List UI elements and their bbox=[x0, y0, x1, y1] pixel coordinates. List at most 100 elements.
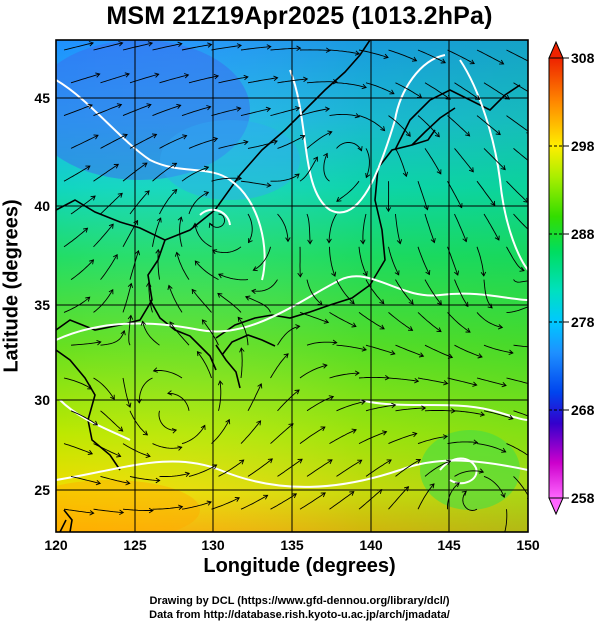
streamline-arrowhead bbox=[96, 339, 102, 346]
streamline-arrowhead bbox=[500, 165, 506, 171]
streamline bbox=[202, 319, 219, 346]
streamline bbox=[299, 364, 328, 379]
streamline bbox=[424, 410, 456, 412]
x-axis: 120 125 130 135 140 145 150 bbox=[44, 537, 540, 553]
colorbar-tick-label: 258 bbox=[571, 490, 595, 506]
streamline bbox=[424, 148, 442, 175]
streamline-arrowhead bbox=[365, 172, 371, 179]
streamline-arrowhead bbox=[248, 238, 253, 244]
streamline bbox=[181, 106, 211, 117]
streamline-arrowhead bbox=[320, 426, 326, 432]
streamline-arrowhead bbox=[295, 324, 301, 330]
streamline-arrowhead bbox=[504, 94, 511, 100]
streamline bbox=[506, 246, 525, 272]
streamline-arrowhead bbox=[402, 171, 409, 178]
streamline-arrowhead bbox=[323, 152, 328, 159]
streamline-arrowhead bbox=[414, 378, 420, 384]
streamline-arrowhead bbox=[122, 133, 128, 139]
streamline bbox=[447, 49, 475, 65]
streamline bbox=[504, 509, 508, 532]
streamline bbox=[336, 142, 362, 151]
streamline bbox=[358, 376, 390, 379]
streamline-arrowhead bbox=[93, 134, 99, 140]
streamline bbox=[417, 49, 446, 64]
streamline-arrowhead bbox=[473, 439, 479, 445]
streamline bbox=[181, 166, 209, 182]
streamline bbox=[336, 82, 367, 88]
streamline-arrowhead bbox=[147, 41, 154, 47]
streamline-arrowhead bbox=[291, 493, 298, 499]
streamline bbox=[362, 213, 367, 244]
streamline bbox=[63, 227, 88, 248]
streamline-arrowhead bbox=[172, 162, 178, 168]
x-axis-title: Longitude (degrees) bbox=[203, 555, 396, 577]
streamline-arrowhead bbox=[332, 79, 338, 85]
streamline-arrowhead bbox=[236, 43, 242, 49]
streamline bbox=[447, 312, 471, 333]
streamline-arrowhead bbox=[283, 353, 289, 359]
streamline bbox=[270, 353, 289, 379]
streamline bbox=[454, 82, 480, 100]
streamline bbox=[476, 443, 506, 453]
streamline bbox=[483, 410, 514, 420]
y-tick-label: 25 bbox=[34, 482, 50, 498]
streamline bbox=[128, 315, 132, 346]
x-tick-label: 145 bbox=[437, 537, 461, 553]
streamline bbox=[240, 180, 271, 186]
streamline bbox=[245, 296, 271, 313]
streamline bbox=[100, 330, 125, 346]
streamline bbox=[93, 289, 114, 313]
streamline bbox=[63, 296, 90, 313]
streamline-arrowhead bbox=[332, 339, 338, 346]
streamline-arrowhead bbox=[125, 480, 131, 486]
streamline bbox=[194, 260, 219, 280]
streamline-arrowhead bbox=[217, 292, 223, 298]
grid-lines bbox=[56, 40, 528, 532]
wind-streamlines bbox=[63, 41, 528, 532]
streamline bbox=[122, 104, 152, 117]
streamline bbox=[152, 217, 162, 247]
streamline-arrowhead bbox=[418, 352, 425, 358]
streamline bbox=[63, 165, 91, 182]
streamline bbox=[306, 213, 311, 244]
streamline-arrowhead bbox=[174, 251, 181, 257]
y-tick-label: 35 bbox=[34, 297, 50, 313]
streamline-arrowhead bbox=[194, 260, 200, 266]
streamline-arrowhead bbox=[200, 424, 206, 430]
streamline-arrowhead bbox=[500, 492, 506, 499]
streamline-arrowhead bbox=[213, 73, 220, 80]
streamline bbox=[483, 344, 513, 354]
streamline bbox=[329, 429, 357, 444]
streamline-arrowhead bbox=[323, 318, 330, 324]
streamline-arrowhead bbox=[454, 482, 461, 488]
streamline-arrowhead bbox=[327, 459, 333, 465]
streamline-arrowhead bbox=[142, 430, 149, 436]
streamline bbox=[417, 312, 442, 332]
streamline bbox=[424, 344, 453, 358]
streamline bbox=[138, 377, 153, 403]
streamline-arrowhead bbox=[307, 239, 313, 245]
streamline-arrowhead bbox=[336, 196, 342, 202]
streamline-arrowhead bbox=[127, 282, 134, 289]
streamline-arrowhead bbox=[385, 207, 392, 213]
streamline bbox=[329, 491, 355, 510]
streamline bbox=[506, 443, 528, 456]
streamline bbox=[218, 380, 222, 411]
streamline bbox=[158, 410, 177, 431]
streamline bbox=[358, 49, 389, 58]
streamline bbox=[181, 44, 212, 51]
streamline-arrowhead bbox=[89, 510, 95, 516]
streamline bbox=[93, 163, 119, 182]
streamline bbox=[388, 312, 413, 331]
streamline bbox=[513, 148, 528, 161]
streamline bbox=[129, 190, 150, 215]
streamline bbox=[365, 459, 392, 477]
streamline bbox=[454, 344, 483, 358]
streamline bbox=[299, 108, 330, 117]
streamline bbox=[270, 173, 300, 182]
streamline bbox=[93, 42, 123, 51]
streamline-arrowhead bbox=[326, 238, 332, 244]
streamline bbox=[212, 246, 242, 254]
streamline bbox=[129, 250, 139, 280]
streamline bbox=[447, 377, 477, 386]
